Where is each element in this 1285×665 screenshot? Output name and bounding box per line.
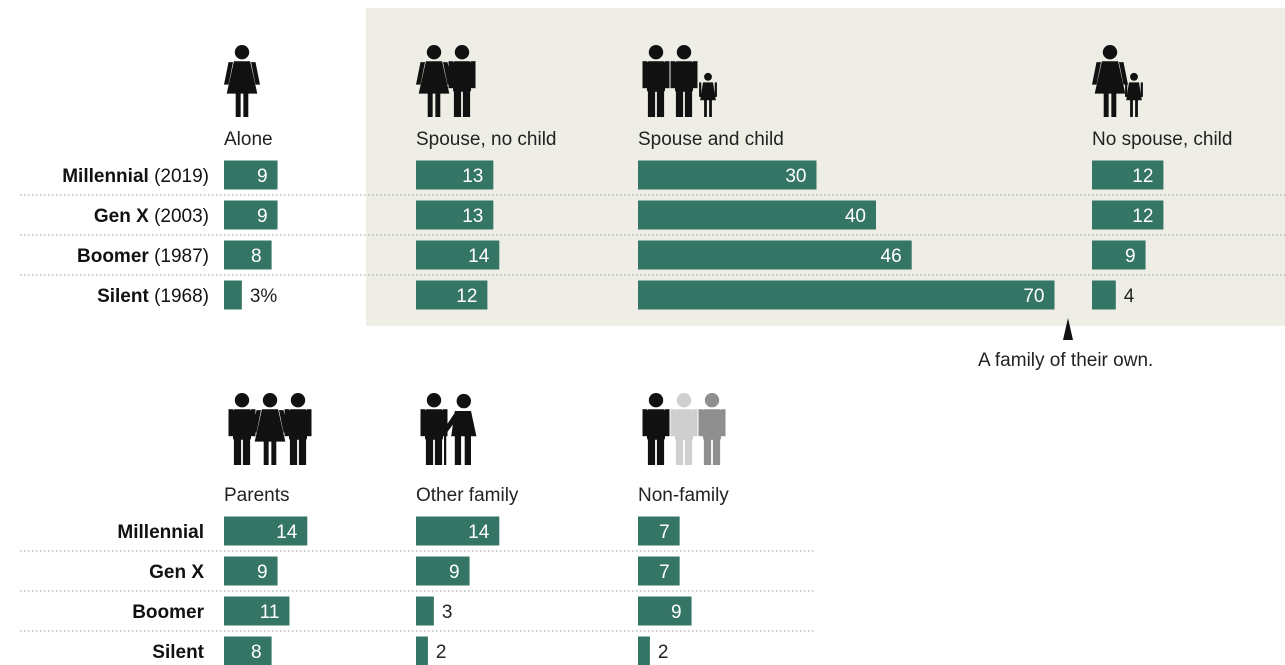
value-label-non-family-boomer: 9 [671,602,682,623]
man-icon [670,45,698,117]
bar-spouse-no-child-gen-x [416,200,494,230]
column-label-non-family: Non-family [638,485,729,506]
annotation-arrow [1063,318,1073,340]
value-label-non-family-silent: 2 [658,642,669,663]
value-label-alone-silent: 3% [250,286,278,307]
bar-spouse-and-child-silent [638,280,1055,310]
value-label-non-family-millennial: 7 [659,522,670,543]
woman-icon [252,393,288,465]
row-label-boomer: Boomer [132,602,204,623]
column-label-parents: Parents [224,485,289,506]
bar-parents-silent [224,636,272,665]
value-label-parents-millennial: 14 [276,522,298,543]
value-label-spouse-no-child-gen-x: 13 [462,206,483,227]
value-label-alone-gen-x: 9 [257,206,268,227]
bar-non-family-gen-x [638,556,680,586]
bar-other-family-millennial [416,516,500,546]
bar-no-spouse-child-silent [1092,280,1116,310]
bar-other-family-silent [416,636,428,665]
value-label-parents-silent: 8 [251,642,262,663]
bar-no-spouse-child-boomer [1092,240,1146,270]
row-label-millennial: Millennial [117,522,204,543]
bar-other-family-gen-x [416,556,470,586]
man-icon [642,393,670,465]
bar-spouse-no-child-millennial [416,160,494,190]
labels: Millennial (2019) Gen X (2003) Boomer (198… [62,129,1232,663]
value-label-other-family-millennial: 14 [468,522,490,543]
bar-parents-millennial [224,516,308,546]
bar-no-spouse-child-millennial [1092,160,1164,190]
woman-icon [1092,45,1128,117]
row-label-millennial: Millennial (2019) [62,166,209,187]
man-icon [284,393,312,465]
man-icon [420,393,448,465]
value-label-parents-gen-x: 9 [257,562,268,583]
value-label-spouse-and-child-millennial: 30 [785,166,806,187]
value-label-spouse-no-child-boomer: 14 [468,246,490,267]
value-label-other-family-boomer: 3 [442,602,453,623]
value-label-no-spouse-child-millennial: 12 [1132,166,1153,187]
value-label-spouse-no-child-millennial: 13 [462,166,483,187]
man-icon [642,45,670,117]
child-icon [1125,72,1143,117]
child-icon [699,72,717,117]
bar-non-family-boomer [638,596,692,626]
man-mid-icon [698,393,726,465]
row-label-gen-x: Gen X (2003) [94,206,209,227]
bar-alone-silent [224,280,242,310]
column-label-spouse-no-child: Spouse, no child [416,129,557,150]
value-label-alone-millennial: 9 [257,166,268,187]
man-icon [228,393,256,465]
annotation: A family of their own. [978,318,1153,371]
value-label-spouse-and-child-silent: 70 [1023,286,1044,307]
value-label-no-spouse-child-boomer: 9 [1125,246,1136,267]
bar-alone-boomer [224,240,272,270]
bar-non-family-silent [638,636,650,665]
value-label-non-family-gen-x: 7 [659,562,670,583]
elderly-person-icon [444,393,477,465]
bar-spouse-and-child-millennial [638,160,817,190]
value-label-spouse-no-child-silent: 12 [456,286,477,307]
icons [224,45,1143,465]
column-label-no-spouse-child: No spouse, child [1092,129,1232,150]
bar-parents-gen-x [224,556,278,586]
bar-spouse-and-child-boomer [638,240,912,270]
value-label-no-spouse-child-silent: 4 [1124,286,1135,307]
row-label-gen-x: Gen X [149,562,204,583]
bar-alone-millennial [224,160,278,190]
bar-spouse-no-child-boomer [416,240,500,270]
row-gridlines [20,194,1285,632]
column-label-alone: Alone [224,129,273,150]
value-label-other-family-gen-x: 9 [449,562,460,583]
row-label-silent: Silent [152,642,204,663]
column-label-spouse-and-child: Spouse and child [638,129,784,150]
bar-parents-boomer [224,596,290,626]
bar-no-spouse-child-gen-x [1092,200,1164,230]
value-label-spouse-and-child-boomer: 46 [881,246,902,267]
bar-alone-gen-x [224,200,278,230]
bar-other-family-boomer [416,596,434,626]
annotation-text: A family of their own. [978,350,1153,371]
value-label-other-family-silent: 2 [436,642,447,663]
value-label-no-spouse-child-gen-x: 12 [1132,206,1153,227]
man-icon [448,45,476,117]
row-label-boomer: Boomer (1987) [77,246,209,267]
value-label-parents-boomer: 11 [260,602,280,623]
man-light-icon [670,393,698,465]
woman-icon [416,45,452,117]
bars [224,160,1164,665]
row-label-silent: Silent (1968) [97,286,209,307]
value-label-alone-boomer: 8 [251,246,262,267]
bar-spouse-no-child-silent [416,280,488,310]
bar-non-family-millennial [638,516,680,546]
woman-icon [224,45,260,117]
bar-spouse-and-child-gen-x [638,200,876,230]
value-label-spouse-and-child-gen-x: 40 [845,206,866,227]
column-label-other-family: Other family [416,485,519,506]
